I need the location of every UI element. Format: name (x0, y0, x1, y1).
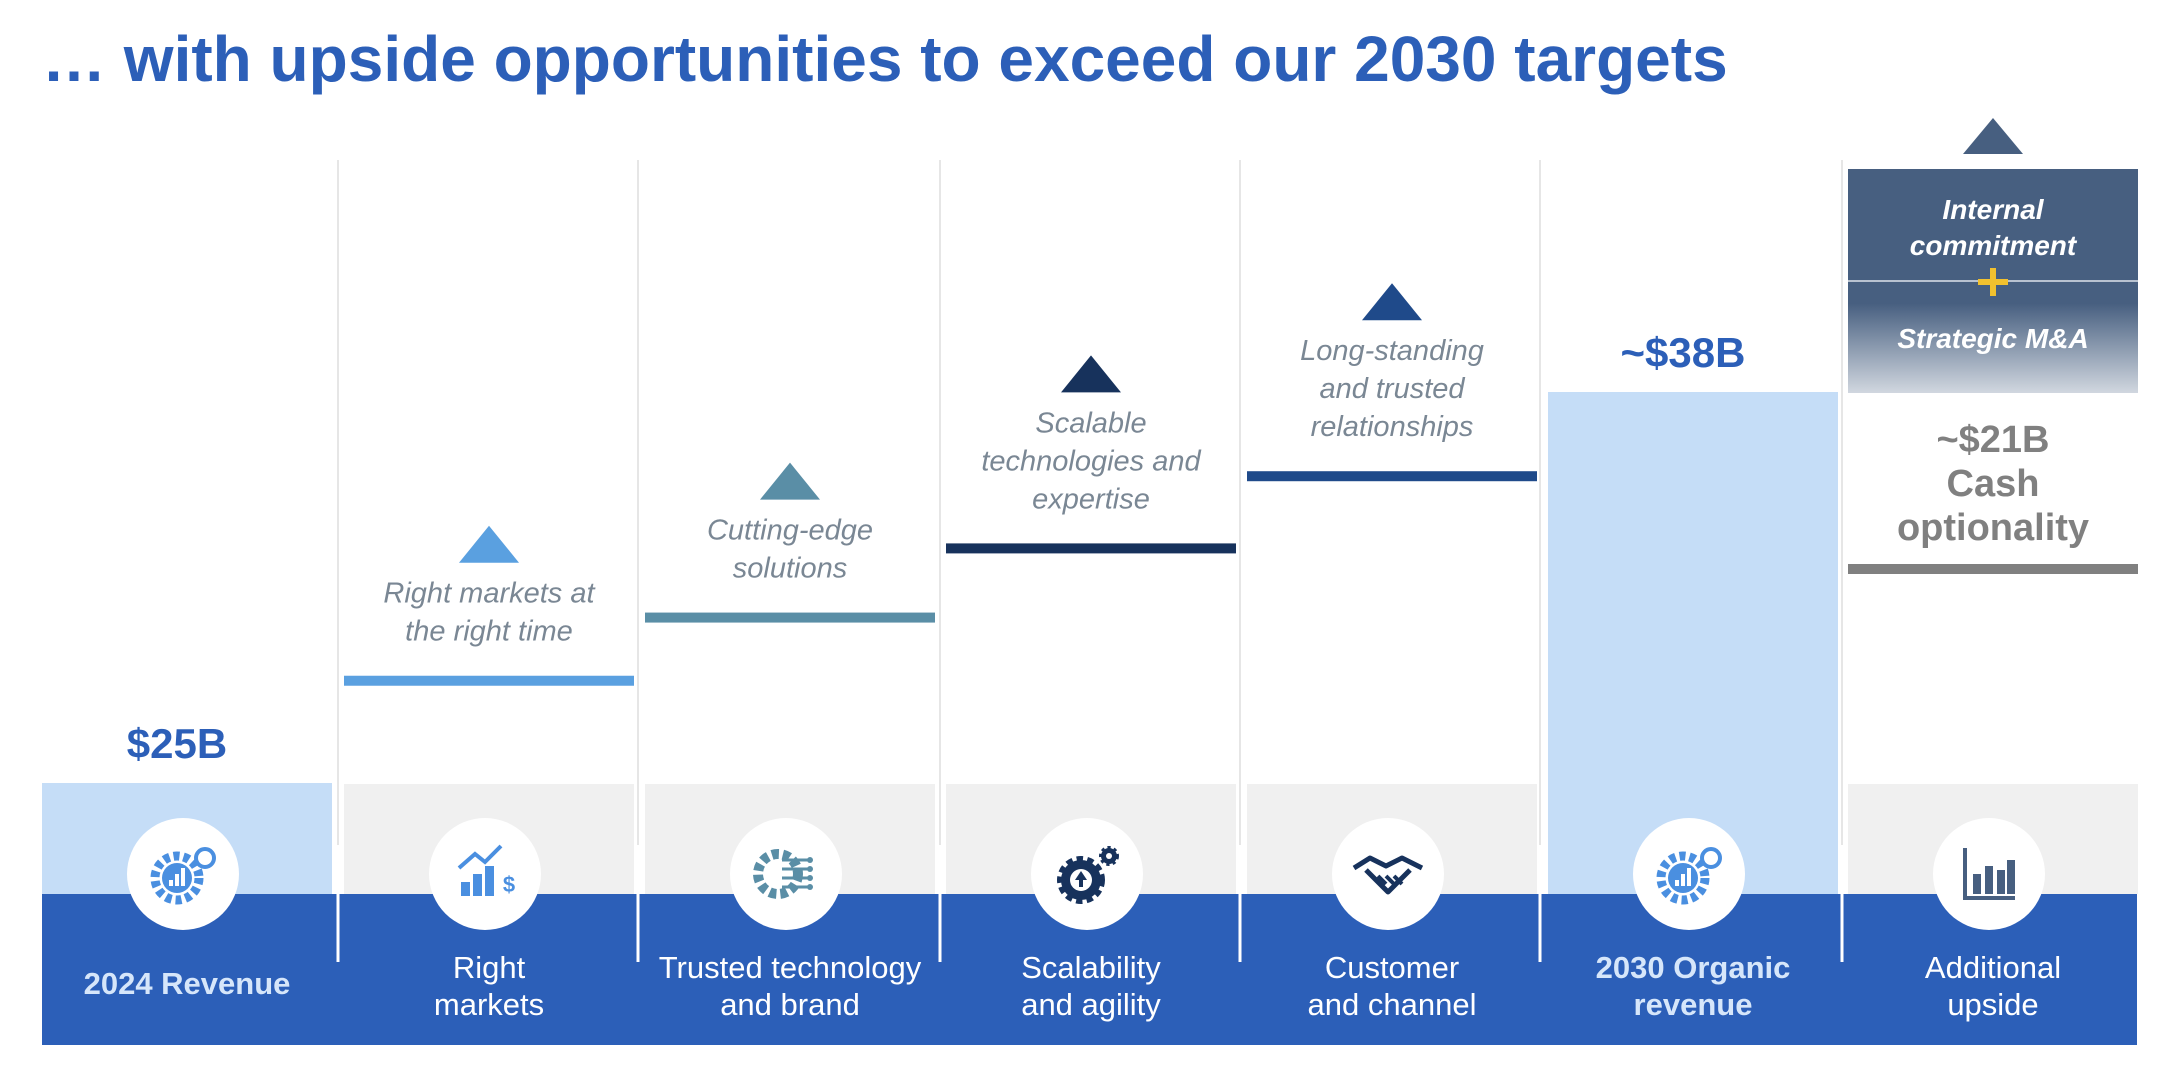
total-value-label: $25B (127, 720, 227, 767)
category-label: and agility (1021, 987, 1161, 1022)
total-value-label: ~$38B (1621, 329, 1746, 376)
increase-triangle (459, 525, 519, 563)
plus-icon (1978, 279, 2008, 285)
step-annotation: Scalable (1035, 407, 1146, 439)
increase-triangle (1061, 355, 1121, 393)
upside-box-label: Strategic M&A (1897, 323, 2088, 354)
category-label: Trusted technology (659, 950, 922, 985)
step-annotation: relationships (1311, 411, 1474, 443)
growth-chart-dollar-icon: $ (429, 818, 541, 930)
gear-dollar-icon (127, 818, 239, 930)
upside-box-label: Internal (1942, 194, 2044, 225)
bar-chart-icon (1933, 818, 2045, 930)
handshake-icon (1332, 818, 1444, 930)
icon-circle (730, 818, 842, 930)
upward-gears-icon (1031, 818, 1143, 930)
upside-box-label: commitment (1910, 230, 2078, 261)
category-label: Right (453, 950, 526, 985)
step-annotation: the right time (405, 616, 573, 648)
increase-triangle (1963, 118, 2023, 154)
increase-triangle (760, 462, 820, 500)
cash-label: ~$21B (1936, 419, 2049, 461)
step-annotation: solutions (733, 553, 847, 585)
total-bar (1548, 392, 1838, 894)
step-annotation: Right markets at (383, 578, 596, 610)
step-annotation: expertise (1032, 483, 1150, 515)
category-label: Scalability (1021, 950, 1161, 985)
bar-column-4: Scalable technologies and expertise (946, 355, 1236, 894)
bar-column-6: ~$38B (1548, 329, 1838, 894)
step-level-line (1247, 471, 1537, 482)
dollar-glyph: $ (503, 872, 515, 897)
page-title: … with upside opportunities to exceed ou… (42, 23, 1728, 95)
bar-column-5: Long-standing and trusted relationships (1247, 283, 1537, 894)
cash-label: Cash (1947, 463, 2040, 505)
gear-dollar-icon (1633, 818, 1745, 930)
step-annotation: and trusted (1319, 373, 1465, 405)
cash-level-line (1848, 564, 2138, 574)
category-label: revenue (1634, 987, 1753, 1022)
category-label: 2030 Organic (1596, 950, 1791, 985)
category-label: and channel (1308, 987, 1477, 1022)
category-label: Additional (1925, 950, 2061, 985)
category-label: upside (1947, 987, 2038, 1022)
circuit-gear-icon (730, 818, 842, 930)
category-label: Customer (1325, 950, 1459, 985)
step-annotation: Cutting-edge (707, 515, 873, 547)
category-label: 2024 Revenue (84, 966, 291, 1001)
step-level-line (645, 612, 935, 623)
step-annotation: Long-standing (1300, 335, 1484, 367)
step-annotation: technologies and (981, 445, 1201, 477)
increase-triangle (1362, 283, 1422, 321)
category-label: and brand (720, 987, 860, 1022)
step-level-line (946, 543, 1236, 554)
icon-circle (1332, 818, 1444, 930)
cash-label: optionality (1897, 507, 2089, 549)
step-level-line (344, 675, 634, 686)
category-label: markets (434, 987, 544, 1022)
bar-column-2: Right markets at the right time (344, 525, 634, 894)
